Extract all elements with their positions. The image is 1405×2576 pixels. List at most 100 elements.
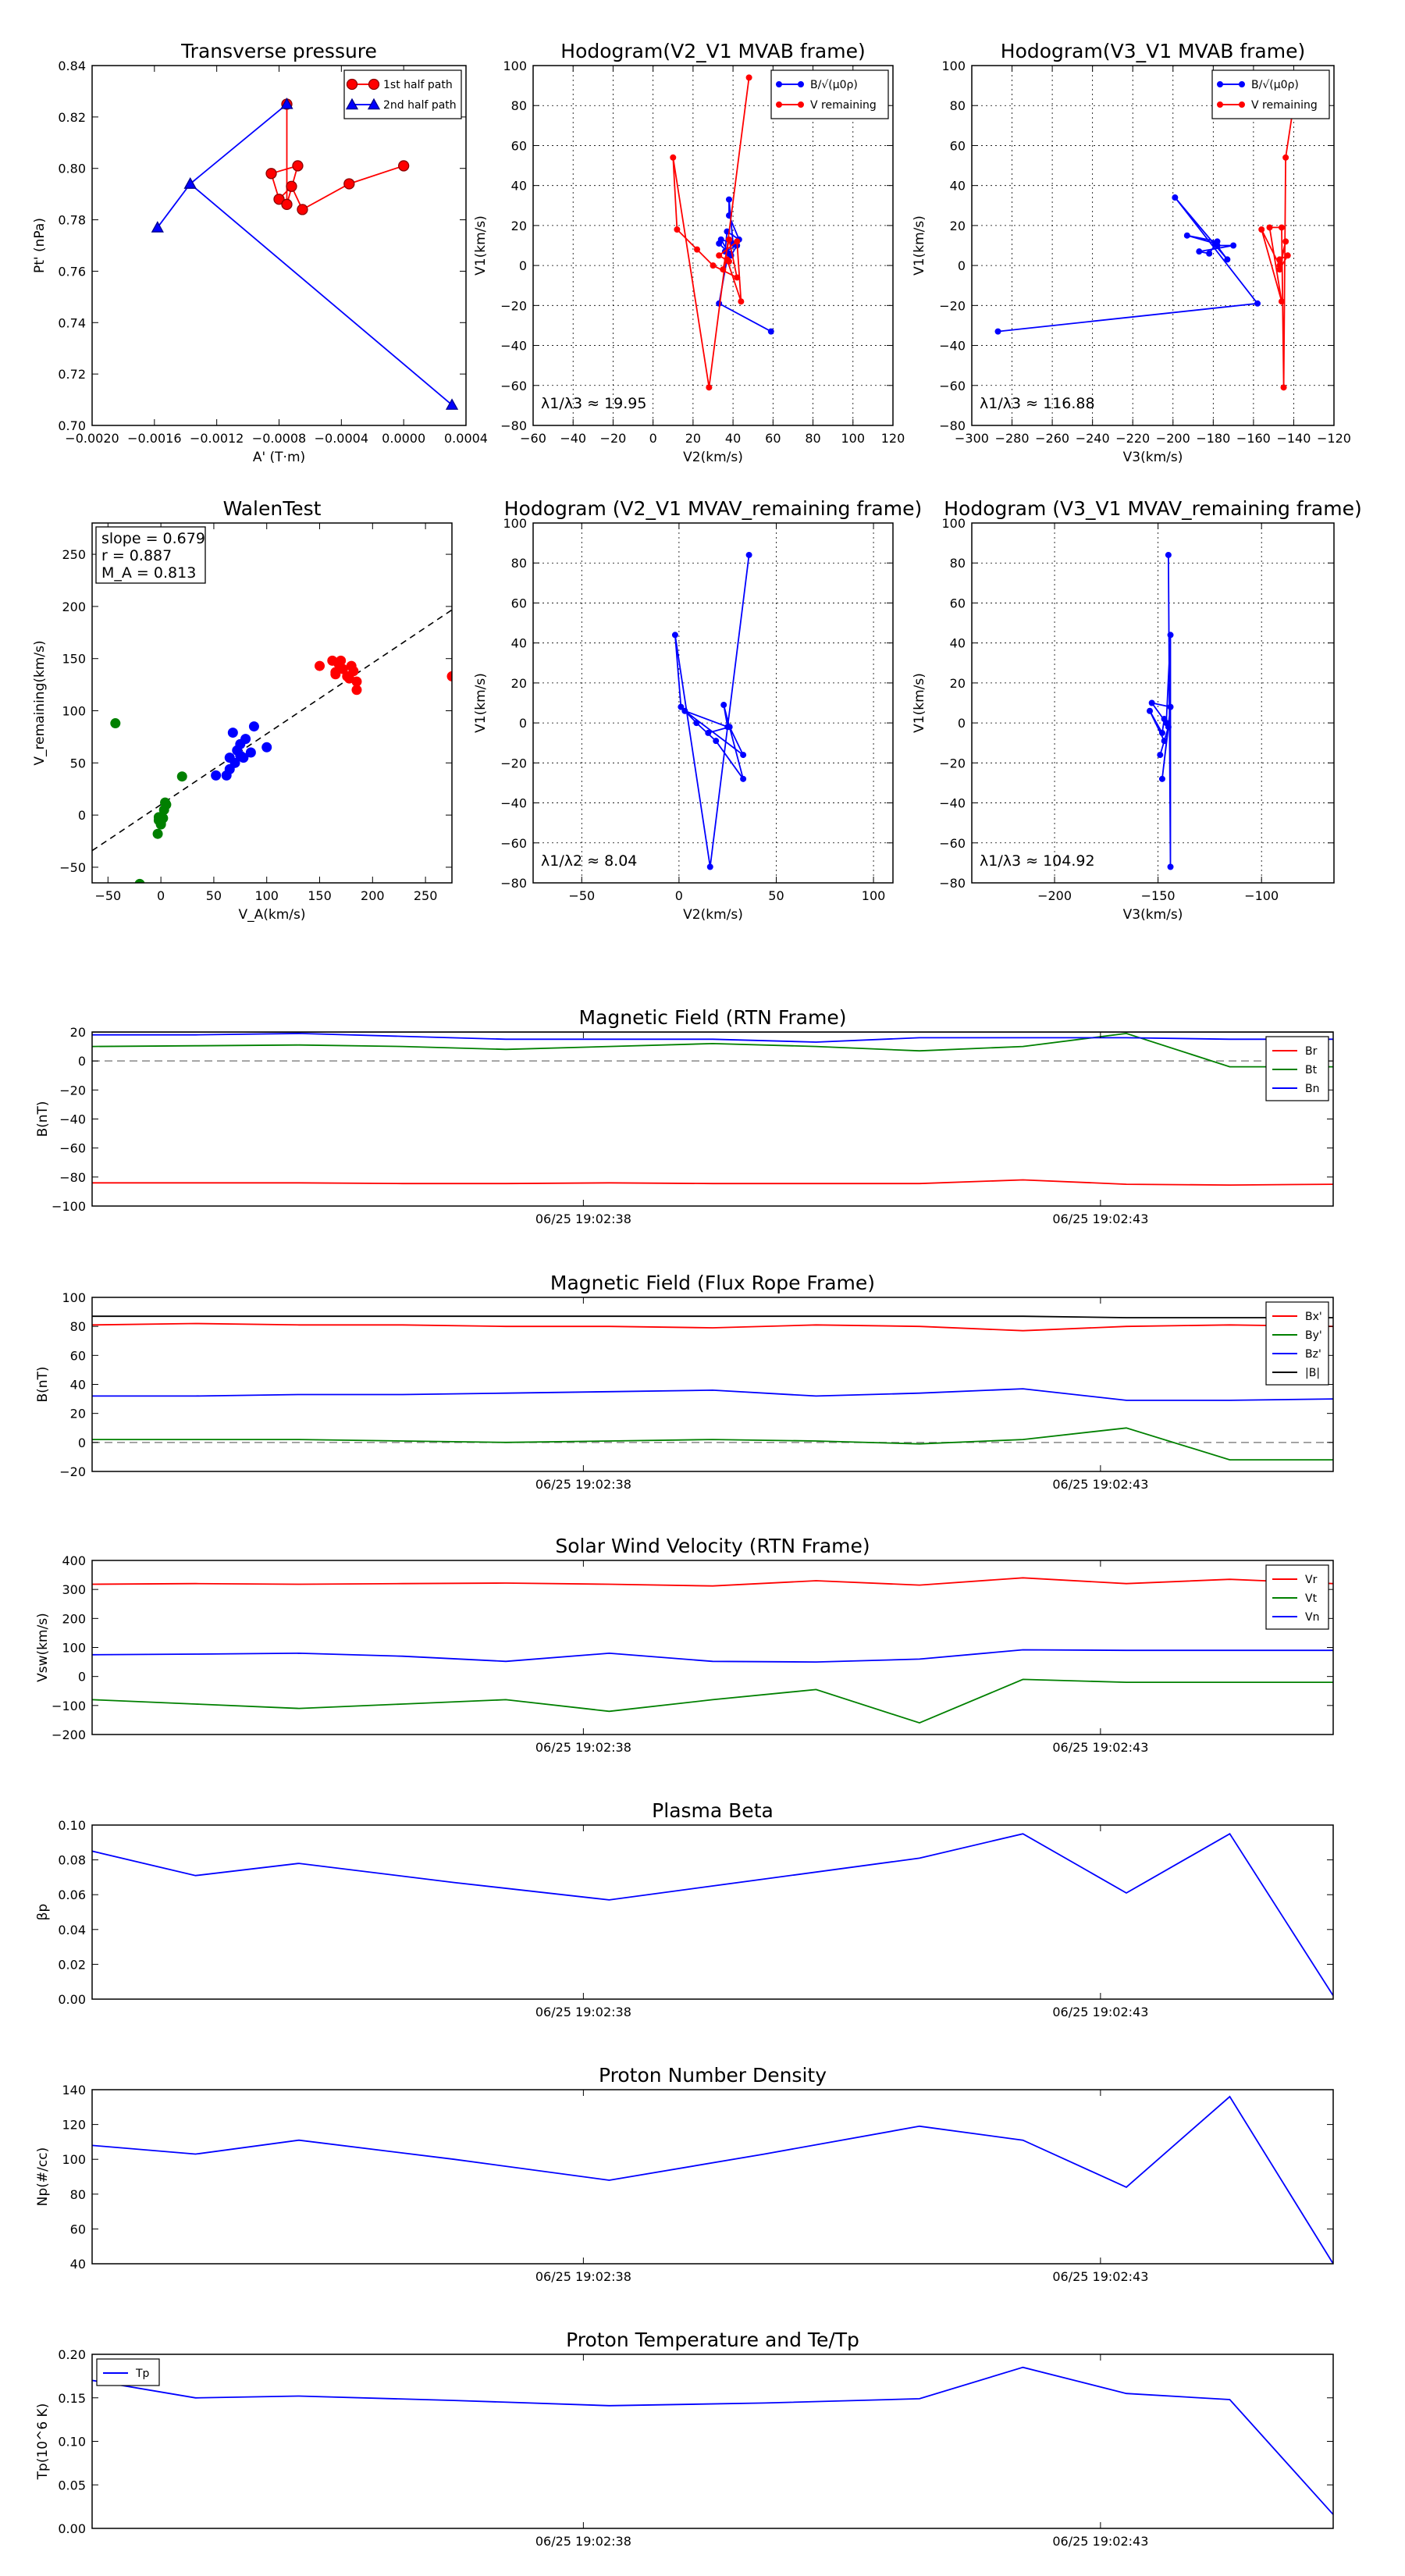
legend-marker: [345, 98, 359, 110]
y-tick-label: 0.82: [58, 110, 86, 125]
y-tick-label: 40: [70, 2257, 86, 2272]
data-point: [720, 266, 727, 273]
x-tick-label: −0.0016: [127, 431, 181, 446]
x-tick-label: 06/25 19:02:38: [535, 1477, 631, 1492]
x-axis-label: V3(km/s): [1123, 907, 1183, 923]
data-point: [694, 246, 701, 253]
y-tick-label: −80: [59, 1170, 86, 1185]
chart-title: Hodogram(V2_V1 MVAB frame): [560, 40, 865, 62]
data-point: [745, 74, 752, 81]
data-point: [1282, 154, 1289, 161]
y-tick-label: −200: [52, 1727, 86, 1742]
y-tick-label: 250: [62, 547, 86, 562]
data-point: [343, 178, 355, 190]
stats-line: r = 0.887: [101, 547, 172, 564]
data-point: [134, 878, 145, 883]
stats-box: [95, 526, 206, 584]
y-tick-label: 50: [70, 756, 86, 770]
x-tick-label: −50: [94, 888, 121, 903]
plot-area: [671, 551, 752, 870]
data-point: [151, 221, 164, 233]
legend-box: [1211, 69, 1330, 119]
x-tick-label: −20: [600, 431, 627, 446]
data-point: [1284, 252, 1291, 259]
data-point: [1196, 248, 1203, 255]
data-point: [716, 252, 723, 259]
data-point: [1158, 775, 1165, 782]
series-line-Br: [92, 1179, 1333, 1187]
y-tick-label: 0: [78, 1054, 86, 1069]
x-tick-label: 0.0000: [382, 431, 425, 446]
legend-marker: [798, 101, 804, 108]
legend-marker: [1239, 101, 1245, 108]
data-point: [445, 398, 459, 410]
chart-walen_test: −50 0 50 100 150 200 250 −50 0 50 100 150 200 250 Wale…: [32, 497, 453, 923]
data-point: [336, 655, 347, 666]
y-tick-label: 0.04: [58, 1923, 86, 1937]
x-tick-label: 100: [254, 888, 279, 903]
y-tick-label: 0.74: [58, 315, 86, 330]
chart-magnetic_field_rtn: 06/25 19:02:38 06/25 19:02:43 −100 −80 −60 −4…: [35, 1006, 1334, 1226]
y-tick-label: −60: [59, 1141, 86, 1156]
data-point: [706, 384, 713, 391]
data-point: [286, 180, 297, 192]
legend-marker: [368, 78, 380, 91]
legend-label: Bn: [1305, 1083, 1319, 1095]
y-tick-label: 80: [950, 98, 966, 113]
data-point: [1167, 632, 1174, 639]
x-tick-label: 40: [725, 431, 741, 446]
data-point: [767, 328, 774, 335]
y-tick-label: −100: [52, 1699, 86, 1713]
y-tick-label: 0.05: [58, 2478, 86, 2492]
y-axis-label: V1(km/s): [473, 673, 489, 733]
x-tick-label: −260: [1035, 431, 1069, 446]
y-tick-label: −60: [939, 836, 966, 851]
data-point: [398, 160, 410, 172]
x-tick-label: 0: [649, 431, 657, 446]
plot-area: [92, 1832, 1333, 1996]
x-tick-label: −200: [1037, 888, 1072, 903]
y-tick-label: 60: [511, 596, 527, 610]
data-point: [155, 819, 166, 830]
data-point: [1278, 298, 1285, 305]
chart-hodogram_v3v1_mvav: −200 −150 −100−80−60−40−20020406080100Hodo…: [912, 497, 1362, 923]
x-tick-label: −140: [1276, 431, 1311, 446]
chart-title: Transverse pressure: [180, 40, 377, 62]
data-point: [740, 752, 747, 759]
x-tick-label: 06/25 19:02:38: [535, 1740, 631, 1755]
x-tick-label: −160: [1236, 431, 1271, 446]
plot-area: [92, 1032, 1333, 1187]
y-tick-label: 40: [950, 636, 966, 651]
chart-title: Solar Wind Velocity (RTN Frame): [555, 1535, 870, 1557]
series-line-Bn: [92, 1032, 1333, 1043]
y-tick-label: −20: [500, 298, 527, 313]
data-point: [446, 671, 452, 681]
y-tick-label: 0: [78, 1670, 86, 1685]
series-line-Bx': [92, 1322, 1333, 1332]
y-tick-label: 140: [62, 2083, 86, 2097]
x-tick-label: 0.0004: [444, 431, 488, 446]
x-tick-label: −0.0008: [252, 431, 306, 446]
x-tick-label: 20: [685, 431, 701, 446]
x-tick-label: 06/25 19:02:43: [1052, 2269, 1148, 2284]
data-point: [678, 703, 685, 710]
data-point: [681, 707, 688, 714]
data-point: [693, 720, 700, 727]
x-tick-label: 06/25 19:02:43: [1052, 2534, 1148, 2549]
x-tick-label: 06/25 19:02:38: [535, 2269, 631, 2284]
x-tick-label: 06/25 19:02:38: [535, 2534, 631, 2549]
ratio-annotation: λ1/λ3 ≈ 104.92: [980, 852, 1095, 870]
y-tick-label: 200: [62, 1611, 86, 1626]
x-axis-label: V_A(km/s): [238, 907, 305, 923]
y-tick-label: 0.84: [58, 59, 86, 73]
data-point: [292, 160, 304, 172]
y-tick-label: −80: [939, 418, 966, 433]
y-tick-label: 20: [70, 1025, 86, 1040]
series-line-Bt: [92, 1032, 1333, 1068]
x-tick-label: −240: [1076, 431, 1110, 446]
y-tick-label: 20: [950, 676, 966, 691]
y-tick-label: −100: [52, 1199, 86, 1214]
data-point: [1161, 738, 1168, 745]
y-tick-label: 0: [78, 1436, 86, 1450]
